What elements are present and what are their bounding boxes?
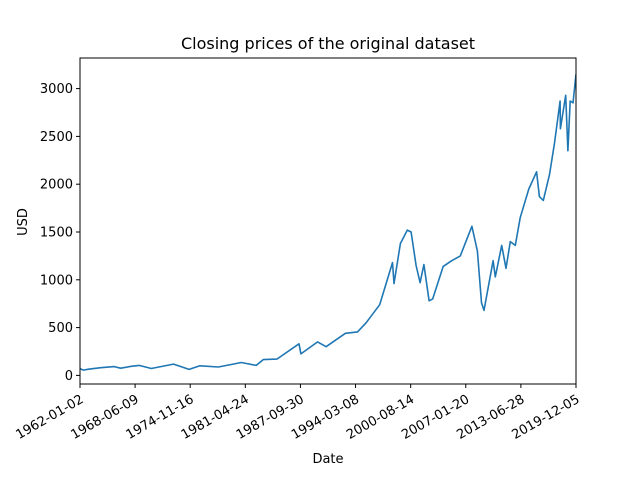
chart-title: Closing prices of the original dataset — [181, 34, 475, 53]
series-line-0 — [80, 74, 576, 371]
axes-frame — [79, 57, 577, 385]
y-tick-label: 1000 — [40, 273, 73, 288]
plot-area — [79, 57, 577, 385]
y-tick-label: 500 — [48, 321, 73, 336]
y-tick-label: 2000 — [40, 178, 73, 193]
x-axis-label: Date — [312, 452, 343, 467]
y-tick-label: 3000 — [40, 82, 73, 97]
y-tick-label: 0 — [65, 369, 73, 384]
y-tick-label: 1500 — [40, 225, 73, 240]
y-tick-label: 2500 — [40, 130, 73, 145]
y-axis-label: USD — [16, 208, 31, 236]
